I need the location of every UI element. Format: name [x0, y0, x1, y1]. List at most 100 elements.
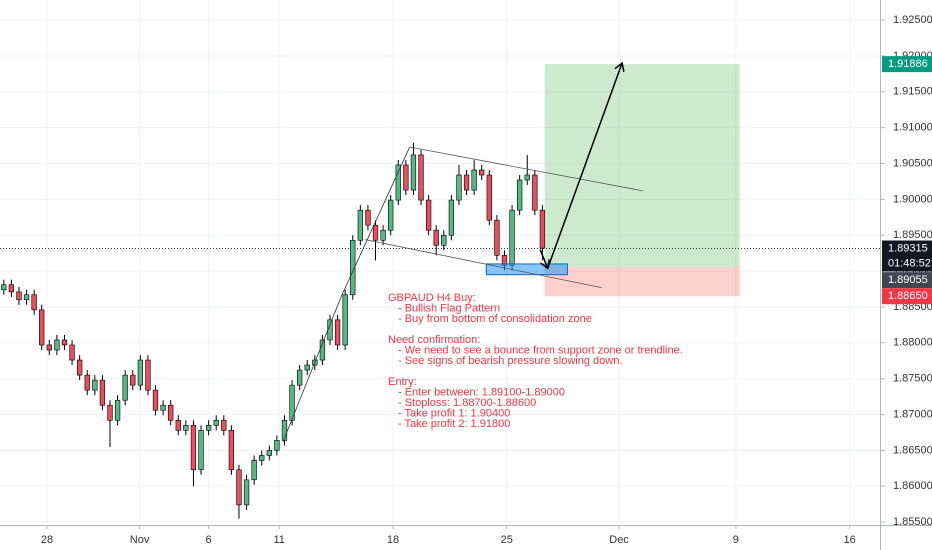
candle-body [221, 419, 227, 431]
countdown-bg [882, 255, 932, 272]
note-item: - See signs of bearish pressure slowing … [398, 355, 622, 367]
flag-lower-line [364, 239, 602, 288]
candle-body [524, 174, 530, 181]
x-tick-label: 6 [206, 534, 212, 546]
candle-body [175, 419, 181, 431]
candle-body [205, 425, 212, 431]
candle-body [259, 455, 265, 461]
candle-body [251, 460, 257, 481]
last-price-tag: 1.89315 [888, 242, 928, 254]
x-tick-label: 18 [387, 534, 399, 546]
candle-body [433, 229, 439, 246]
candle-body [357, 209, 363, 241]
candle-body [160, 404, 166, 411]
arrow-down [539, 249, 548, 269]
candle-body [539, 209, 546, 249]
candle-body [228, 430, 235, 471]
candle-body [92, 379, 98, 391]
flag-pole-line [282, 146, 411, 442]
candle-body [380, 229, 386, 241]
grid-layer [0, 0, 885, 529]
candle-body [441, 234, 447, 246]
candle-body [486, 174, 492, 221]
candle-body [334, 319, 341, 346]
candle-body [31, 294, 37, 311]
stop-zone [544, 267, 740, 297]
y-tick-label: 1.91500 [893, 86, 932, 98]
candle-body [190, 425, 197, 471]
candle-body [304, 364, 310, 371]
candle-body [425, 199, 432, 231]
candle-layer [1, 142, 546, 519]
x-tick-label: Dec [609, 534, 629, 546]
note-item: - We need to see a bounce from support z… [398, 344, 683, 356]
note-item: - Take profit 2: 1.91800 [398, 418, 510, 430]
y-tick-label: 1.91000 [893, 122, 932, 134]
target-tag: 1.91886 [888, 58, 928, 70]
note-heading: GBPAUD H4 Buy: [388, 292, 476, 304]
candle-body [350, 239, 356, 296]
note-heading: Need confirmation: [388, 334, 480, 346]
candle-body [183, 425, 189, 431]
note-item: - Take profit 1: 1.90400 [398, 407, 510, 419]
candle-body [84, 374, 90, 391]
note-item: - Buy from bottom of consolidation zone [398, 313, 592, 325]
target-tag-bg [882, 56, 932, 73]
candle-body [16, 291, 22, 301]
candle-body [281, 419, 288, 441]
overlay-layer: 1.85500 1.86000 1.86500 1.87000 1.87500 1.880… [41, 14, 932, 546]
flag-upper-line [409, 146, 643, 192]
candle-body [266, 450, 272, 456]
x-tick-label: 16 [844, 534, 856, 546]
y-tick-label: 1.87000 [893, 408, 932, 420]
candle-body [517, 179, 523, 211]
candle-body [122, 374, 128, 401]
candle-body [198, 430, 204, 471]
candle-body [77, 359, 83, 376]
candle-body [372, 224, 379, 241]
note-item: - Bullish Flag Pattern [398, 302, 500, 314]
entry-tag-bg [882, 272, 932, 289]
y-tick-label: 1.85500 [893, 516, 932, 528]
candle-body [471, 169, 477, 191]
candle-body [410, 154, 417, 191]
candle-body [448, 199, 455, 236]
candle-body [456, 174, 462, 201]
candle-body [327, 319, 333, 341]
candle-body [152, 389, 159, 411]
countdown: 01:48:52 [888, 257, 931, 269]
candle-body [130, 374, 136, 386]
x-tick-label: 28 [41, 534, 53, 546]
candle-body [69, 344, 75, 361]
stop-tag: 1.88650 [888, 290, 928, 302]
x-tick-label: 9 [733, 534, 739, 546]
candle-body [479, 169, 485, 176]
candle-body [342, 294, 348, 346]
candle-body [23, 294, 30, 301]
support-zone [485, 263, 568, 276]
candle-body [403, 164, 409, 191]
candle-body [365, 209, 371, 226]
y-tick-label: 1.90500 [893, 157, 932, 169]
candle-body [388, 199, 394, 231]
candle-body [145, 359, 151, 391]
x-tick-label: Nov [130, 534, 150, 546]
candle-body [46, 344, 52, 351]
entry-tag: 1.89055 [888, 274, 928, 286]
target-zone [544, 64, 740, 268]
candle-body [463, 174, 470, 191]
y-tick-label: 1.87500 [893, 373, 932, 385]
x-tick-label: 25 [501, 534, 513, 546]
candle-body [395, 164, 401, 201]
candle-body [1, 284, 7, 291]
drawing-layer [0, 64, 880, 297]
y-tick-label: 1.86000 [893, 480, 932, 492]
y-tick-label: 1.92500 [893, 14, 932, 26]
candle-body [8, 284, 15, 293]
candle-body [243, 479, 250, 506]
note-item: - Enter between: 1.89100-1.89000 [398, 386, 565, 398]
y-tick-label: 1.90000 [893, 193, 932, 205]
y-tick-label: 1.89500 [893, 229, 932, 241]
